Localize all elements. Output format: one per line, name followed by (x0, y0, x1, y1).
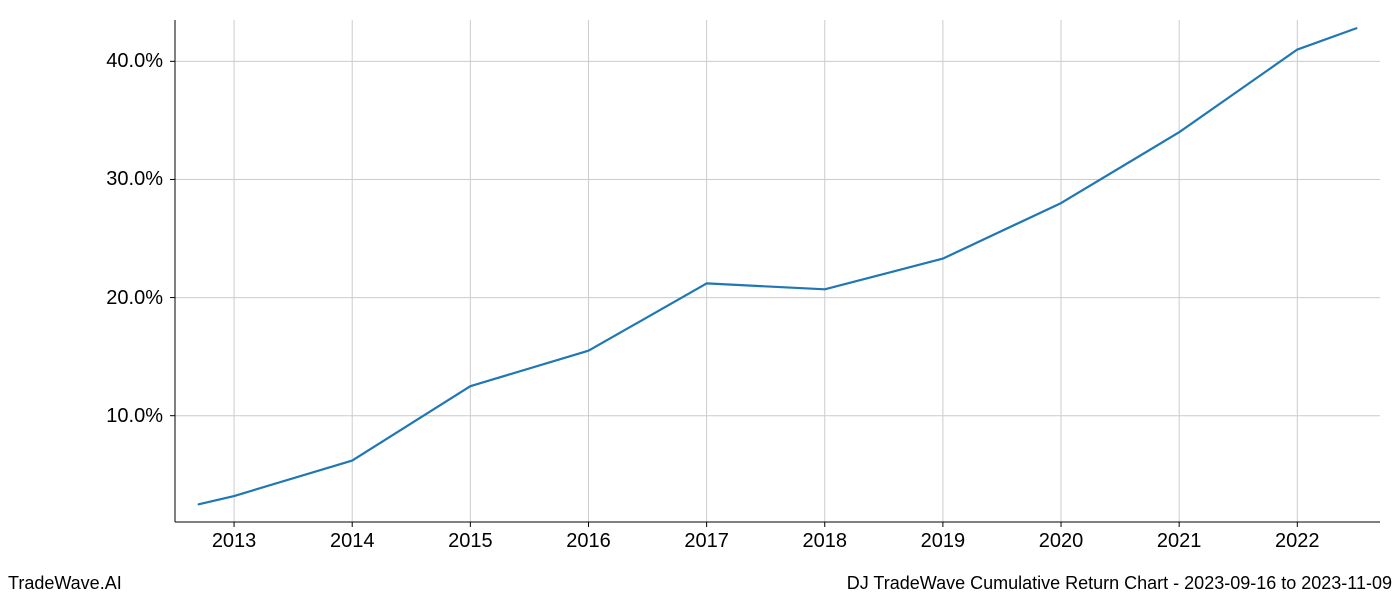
footer-left: TradeWave.AI (8, 573, 122, 594)
y-tick-label: 10.0% (106, 405, 163, 428)
y-tick-label: 20.0% (106, 287, 163, 310)
x-tick-label: 2022 (1275, 530, 1320, 553)
line-chart (0, 0, 1400, 600)
x-tick-label: 2015 (448, 530, 493, 553)
x-tick-label: 2020 (1039, 530, 1084, 553)
x-tick-label: 2016 (566, 530, 611, 553)
x-tick-label: 2017 (684, 530, 729, 553)
footer-right: DJ TradeWave Cumulative Return Chart - 2… (847, 573, 1392, 594)
x-tick-label: 2014 (330, 530, 375, 553)
chart-container: 2013 2014 2015 2016 2017 2018 2019 2020 2021 2022… (0, 0, 1400, 600)
y-tick-label: 40.0% (106, 50, 163, 73)
x-tick-label: 2018 (803, 530, 848, 553)
y-tick-label: 30.0% (106, 168, 163, 191)
x-tick-label: 2021 (1157, 530, 1202, 553)
x-tick-label: 2013 (212, 530, 257, 553)
x-tick-label: 2019 (921, 530, 966, 553)
